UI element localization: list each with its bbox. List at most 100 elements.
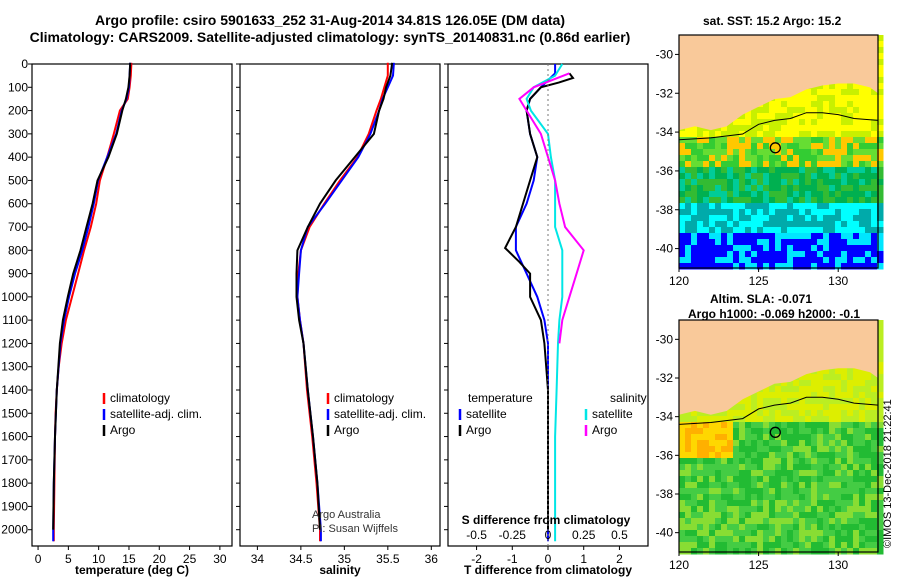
credit-line-2: PI: Susan Wijffels xyxy=(312,523,398,535)
map-cell xyxy=(709,506,716,513)
map-cell xyxy=(739,458,746,465)
map-cell xyxy=(697,500,704,507)
map-cell xyxy=(853,500,860,507)
map-cell xyxy=(745,125,752,132)
map-cell xyxy=(835,227,842,234)
map-cell xyxy=(715,410,722,417)
map-cell xyxy=(859,143,866,150)
map-cell xyxy=(703,506,710,513)
map-cell xyxy=(721,458,728,465)
map-cell xyxy=(679,215,686,222)
map-cell xyxy=(745,452,752,459)
map-cell xyxy=(727,410,734,417)
map-cell xyxy=(799,197,806,204)
map-cell xyxy=(727,524,734,531)
map-cell xyxy=(865,422,872,429)
map-cell xyxy=(847,392,854,399)
map-cell xyxy=(829,143,836,150)
map-cell xyxy=(793,458,800,465)
map-cell xyxy=(799,476,806,483)
map-cell xyxy=(853,506,860,513)
map-cell xyxy=(877,71,884,78)
map-cell xyxy=(769,434,776,441)
map-cell xyxy=(727,203,734,210)
map-cell xyxy=(781,221,788,228)
map-cell xyxy=(775,536,782,543)
map-cell xyxy=(877,245,884,252)
map-cell xyxy=(877,362,884,369)
map-cell xyxy=(775,524,782,531)
y-tick-label: 1600 xyxy=(1,430,28,444)
map-cell xyxy=(805,434,812,441)
map-cell xyxy=(739,185,746,192)
map-cell xyxy=(853,137,860,144)
map-cell xyxy=(841,464,848,471)
map-cell xyxy=(727,239,734,246)
map-cell xyxy=(757,530,764,537)
map-cell xyxy=(859,410,866,417)
map-cell xyxy=(739,173,746,180)
map-cell xyxy=(679,536,686,543)
map-cell xyxy=(685,422,692,429)
map-cell xyxy=(835,506,842,513)
map-cell xyxy=(739,470,746,477)
map-cell xyxy=(685,470,692,477)
map-cell xyxy=(877,203,884,210)
map-cell xyxy=(691,251,698,258)
map-cell xyxy=(697,245,704,252)
map-cell xyxy=(799,506,806,513)
map-cell xyxy=(799,470,806,477)
map-cell xyxy=(751,548,758,555)
map-cell xyxy=(679,161,686,168)
map-cell xyxy=(847,464,854,471)
map-cell xyxy=(769,233,776,240)
map-cell xyxy=(703,446,710,453)
map-cell xyxy=(847,89,854,96)
map-cell xyxy=(739,143,746,150)
map-cell xyxy=(865,221,872,228)
map-cell xyxy=(841,380,848,387)
map-cell xyxy=(859,542,866,549)
map-cell xyxy=(799,386,806,393)
map-cell xyxy=(829,95,836,102)
map-cell xyxy=(835,191,842,198)
map-cell xyxy=(691,161,698,168)
map-cell xyxy=(691,422,698,429)
map-cell xyxy=(865,428,872,435)
map-cell xyxy=(841,95,848,102)
y-tick-label: 900 xyxy=(8,267,28,281)
map-cell xyxy=(751,488,758,495)
map-cell xyxy=(811,185,818,192)
map-cell xyxy=(817,458,824,465)
map-cell xyxy=(805,410,812,417)
map-cell xyxy=(781,107,788,114)
map-cell xyxy=(823,536,830,543)
map-cell xyxy=(823,416,830,423)
map-cell xyxy=(685,149,692,156)
map-cell xyxy=(715,263,722,270)
map-cell xyxy=(745,506,752,513)
x-tick-label: 35 xyxy=(338,552,352,566)
map-cell xyxy=(829,137,836,144)
map-cell xyxy=(865,239,872,246)
map-cell xyxy=(871,191,878,198)
map-cell xyxy=(697,548,704,555)
map-cell xyxy=(853,227,860,234)
map-cell xyxy=(787,257,794,264)
map-cell xyxy=(679,191,686,198)
map-cell xyxy=(877,428,884,435)
map-cell xyxy=(859,374,866,381)
map-cell xyxy=(823,386,830,393)
map-cell xyxy=(865,482,872,489)
map-cell xyxy=(787,179,794,186)
map-cell xyxy=(871,524,878,531)
map-cell xyxy=(679,434,686,441)
map-cell xyxy=(733,440,740,447)
map-cell xyxy=(853,368,860,375)
map-cell xyxy=(835,440,842,447)
map-cell xyxy=(823,137,830,144)
map-cell xyxy=(787,245,794,252)
map-cell xyxy=(781,488,788,495)
map-cell xyxy=(727,416,734,423)
map-cell xyxy=(709,263,716,270)
